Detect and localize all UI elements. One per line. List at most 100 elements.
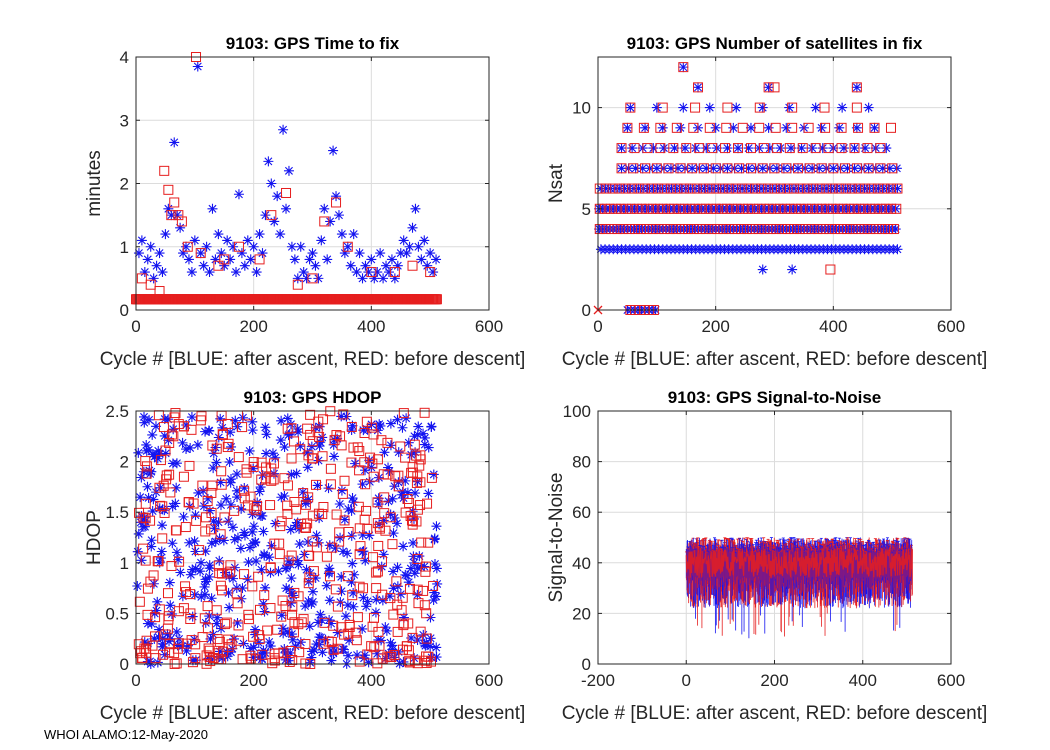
asterisk-marker — [323, 483, 334, 494]
square-marker — [423, 651, 434, 662]
square-marker — [672, 183, 683, 194]
asterisk-marker — [401, 248, 412, 259]
asterisk-marker — [260, 647, 271, 658]
square-marker — [840, 163, 851, 174]
asterisk-marker — [206, 654, 217, 665]
y-tick-label: 0 — [582, 655, 591, 674]
asterisk-marker — [408, 537, 419, 548]
asterisk-marker — [142, 618, 153, 629]
square-marker — [321, 551, 332, 562]
asterisk-marker — [860, 143, 871, 154]
asterisk-marker — [316, 615, 327, 626]
asterisk-marker — [401, 413, 412, 424]
asterisk-marker — [409, 431, 420, 442]
asterisk-marker — [407, 222, 418, 233]
asterisk-marker — [414, 551, 425, 562]
asterisk-marker — [378, 273, 389, 284]
square-marker — [690, 203, 701, 214]
asterisk-marker — [331, 191, 342, 202]
y-tick-label: 2.5 — [105, 402, 129, 421]
asterisk-marker — [223, 516, 234, 527]
square-marker — [289, 436, 300, 447]
asterisk-marker — [342, 600, 353, 611]
square-marker — [200, 512, 211, 523]
asterisk-marker — [287, 634, 298, 645]
asterisk-marker — [182, 640, 193, 651]
panel-2-ticks: 0 200 400 600 0 5 10 — [572, 57, 965, 336]
asterisk-marker — [357, 479, 368, 490]
square-marker — [827, 183, 838, 194]
square-marker — [165, 487, 176, 498]
square-marker — [830, 224, 841, 235]
square-marker — [216, 466, 227, 477]
x-tick-label: 0 — [682, 671, 691, 690]
y-tick-label: 100 — [563, 402, 591, 421]
asterisk-marker — [285, 524, 296, 535]
square-marker — [428, 580, 439, 591]
square-marker — [371, 567, 382, 578]
asterisk-marker — [148, 494, 159, 505]
square-marker — [223, 438, 234, 449]
square-marker — [384, 651, 395, 662]
asterisk-marker — [322, 254, 333, 265]
asterisk-marker — [145, 656, 156, 667]
asterisk-marker — [383, 462, 394, 473]
square-marker — [296, 617, 307, 628]
square-marker — [138, 512, 149, 523]
square-marker — [622, 122, 633, 133]
square-marker — [346, 421, 357, 432]
square-marker — [295, 444, 306, 455]
panel-3-x-axis-label: Cycle # [BLUE: after ascent, RED: before… — [100, 703, 526, 724]
square-marker — [873, 183, 884, 194]
asterisk-marker — [133, 528, 144, 539]
square-marker — [215, 529, 226, 540]
asterisk-marker — [215, 477, 226, 488]
asterisk-marker — [221, 493, 232, 504]
asterisk-marker — [384, 466, 395, 477]
asterisk-marker — [189, 536, 200, 547]
asterisk-marker — [133, 447, 144, 458]
asterisk-marker — [155, 553, 166, 564]
asterisk-marker — [300, 496, 311, 507]
square-marker — [310, 479, 321, 490]
asterisk-marker — [217, 422, 228, 433]
asterisk-marker — [211, 618, 222, 629]
square-marker — [380, 525, 391, 536]
square-marker — [269, 538, 280, 549]
asterisk-marker — [358, 425, 369, 436]
square-marker — [140, 456, 151, 467]
asterisk-marker — [334, 499, 345, 510]
square-marker — [806, 203, 817, 214]
square-marker — [743, 183, 754, 194]
asterisk-marker — [326, 618, 337, 629]
square-marker — [851, 82, 862, 93]
asterisk-marker — [297, 487, 308, 498]
square-marker — [690, 102, 701, 113]
square-marker — [286, 423, 297, 434]
asterisk-marker — [412, 562, 423, 573]
y-tick-label: 0 — [120, 655, 129, 674]
asterisk-marker — [293, 559, 304, 570]
asterisk-marker — [346, 505, 357, 516]
asterisk-marker — [295, 441, 306, 452]
asterisk-marker — [285, 647, 296, 658]
square-marker — [419, 600, 430, 611]
square-marker — [806, 224, 817, 235]
square-marker — [737, 183, 748, 194]
square-marker — [824, 224, 835, 235]
asterisk-marker — [328, 145, 339, 156]
asterisk-marker — [381, 625, 392, 636]
square-marker — [885, 203, 896, 214]
square-marker — [700, 203, 711, 214]
asterisk-marker — [264, 552, 275, 563]
asterisk-marker — [306, 441, 317, 452]
square-marker — [793, 163, 804, 174]
square-marker — [741, 224, 752, 235]
y-tick-label: 1.5 — [105, 503, 129, 522]
asterisk-marker — [745, 122, 756, 133]
y-tick-label: 1 — [120, 554, 129, 573]
asterisk-marker — [169, 137, 180, 148]
square-marker — [646, 183, 657, 194]
asterisk-marker — [630, 163, 641, 174]
asterisk-marker — [352, 650, 363, 661]
